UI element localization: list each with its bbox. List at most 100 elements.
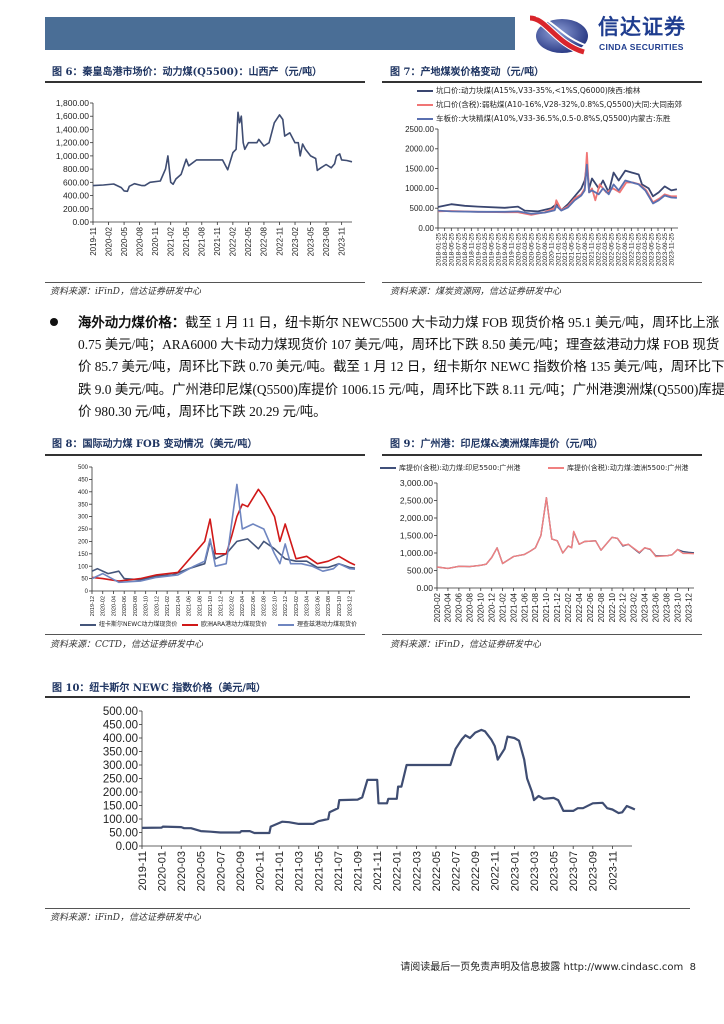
fig7-bottom-divider <box>382 282 702 283</box>
x-tick-label: 2021-04 <box>176 596 182 616</box>
x-tick-label: 2019-05-25 <box>489 233 496 267</box>
page-number: 8 <box>689 962 696 973</box>
x-tick-label: 2020-02 <box>104 226 113 256</box>
legend-label: 理查兹港动力煤现货价 <box>297 621 358 628</box>
overseas-coal-paragraph: 海外动力煤价格：截至 1 月 11 日，纽卡斯尔 NEWC5500 大卡动力煤 … <box>78 312 724 423</box>
y-tick-label: 150.00 <box>103 801 138 813</box>
fig7-series-3-line <box>437 163 677 215</box>
y-tick-label: 1500.00 <box>405 164 434 173</box>
x-tick-label: 2023-11-25 <box>669 233 676 266</box>
x-tick-label: 2021-12 <box>219 596 225 616</box>
x-tick-label: 2020-11 <box>254 851 266 891</box>
x-tick-label: 2020-07 <box>215 851 227 891</box>
x-tick-label: 2023-11 <box>607 851 619 891</box>
fig8-legend-item: 理查兹港动力煤现货价 <box>278 620 357 630</box>
x-tick-label: 2021-11 <box>372 851 384 891</box>
y-tick-label: 1,500.00 <box>400 530 433 540</box>
x-tick-label: 2023-05 <box>548 851 560 891</box>
paragraph-lead: 海外动力煤价格： <box>78 315 186 330</box>
x-tick-label: 2023-05-25 <box>649 233 656 267</box>
x-tick-label: 2020-01 <box>156 851 168 891</box>
paragraph-line: 截至 1 月 11 日，纽卡斯尔 NEWC5500 大卡动力煤 FOB 现货价格… <box>185 315 720 330</box>
x-tick-label: 2021-11-25 <box>589 233 596 266</box>
y-tick-label: 350 <box>78 502 89 508</box>
y-tick-label: 3,000.00 <box>400 478 433 488</box>
x-tick-label: 2023-10 <box>337 596 343 616</box>
x-tick-label: 2023-02 <box>294 596 300 616</box>
y-tick-label: 500 <box>78 465 89 471</box>
fig8-legend-item: 欧洲ARA港动力煤现货价 <box>182 620 267 630</box>
x-tick-label: 2021-08 <box>197 596 203 616</box>
y-tick-label: 450 <box>78 478 89 484</box>
x-tick-label: 2022-11-25 <box>629 233 636 266</box>
x-tick-label: 2020-10 <box>144 596 150 616</box>
x-tick-label: 2022-02 <box>564 592 573 622</box>
x-tick-label: 2021-05 <box>313 851 325 891</box>
fig10-divider <box>45 696 690 698</box>
y-tick-label: 200.00 <box>103 787 138 799</box>
x-tick-label: 2020-08 <box>135 226 144 256</box>
y-tick-label: 1,400.00 <box>56 124 89 134</box>
paragraph-line: 0.75 美元/吨；ARA6000 大卡动力煤现货价 107 美元/吨，周环比下… <box>78 337 720 353</box>
x-tick-label: 2020-02 <box>433 592 442 622</box>
x-tick-label: 2022-08 <box>597 592 606 622</box>
x-tick-label: 2021-01-25 <box>555 233 562 267</box>
paragraph-line: 价 85.7 美元/吨，周环比下跌 0.70 美元/吨。截至 1 月 12 日，… <box>78 359 724 375</box>
x-tick-label: 2020-01-25 <box>515 233 522 267</box>
y-tick-label: 1000.00 <box>405 184 434 193</box>
legend-swatch <box>417 103 433 107</box>
x-tick-label: 2020-07-25 <box>535 233 542 267</box>
x-tick-label: 2020-12 <box>487 592 496 622</box>
y-tick-label: 300.00 <box>103 760 138 772</box>
x-tick-label: 2021-02 <box>165 596 171 616</box>
x-tick-label: 2023-09-25 <box>662 233 669 267</box>
fig9-legend-item: 库提价(含税):动力煤:澳洲5500:广州港 <box>548 463 688 473</box>
x-tick-label: 2021-02 <box>167 226 176 256</box>
y-tick-label: 600.00 <box>63 177 89 187</box>
footer-disclaimer-link[interactable]: 请阅读最后一页免责声明及信息披露 http://www.cindasc.com <box>400 962 684 973</box>
x-tick-label: 2020-05-25 <box>529 233 536 267</box>
x-tick-label: 2023-03-25 <box>642 233 649 267</box>
fig6-series-1-line <box>92 111 353 193</box>
fig7-divider <box>382 81 702 83</box>
y-tick-label: 0.00 <box>416 583 433 593</box>
legend-label: 库提价(含税):动力煤:印尼5500:广州港 <box>399 464 521 472</box>
x-tick-label: 2022-09 <box>470 851 482 891</box>
legend-swatch <box>548 466 564 470</box>
x-tick-label: 2023-08 <box>662 592 671 622</box>
x-tick-label: 2023-07-25 <box>655 233 662 267</box>
y-tick-label: 0.00 <box>72 217 89 227</box>
x-tick-label: 2022-06 <box>251 596 257 616</box>
x-tick-label: 2018-11-25 <box>469 233 476 266</box>
fig7-series-1-line <box>437 163 678 213</box>
x-tick-label: 2021-10 <box>208 596 214 616</box>
x-tick-label: 2018-09-25 <box>462 233 469 267</box>
y-tick-label: 0.00 <box>418 224 434 233</box>
y-tick-label: 100 <box>78 564 89 570</box>
fig8-title: 图 8：国际动力煤 FOB 变动情况（美元/吨） <box>52 439 258 450</box>
x-tick-label: 2021-06 <box>520 592 529 622</box>
y-tick-label: 0 <box>85 589 89 595</box>
x-tick-label: 2023-01-25 <box>635 233 642 267</box>
y-tick-label: 100.00 <box>103 814 138 826</box>
legend-label: 坑口价:动力块煤(A15%,V33-35%,<1%S,Q6000)陕西:榆林 <box>436 86 641 95</box>
y-tick-label: 1,600.00 <box>56 111 89 121</box>
x-tick-label: 2022-04 <box>240 596 246 616</box>
x-tick-label: 2022-12 <box>283 596 289 616</box>
x-tick-label: 2023-10 <box>673 592 682 622</box>
y-tick-label: 300 <box>78 515 89 521</box>
y-tick-label: 1,800.00 <box>56 98 89 108</box>
x-tick-label: 2021-01 <box>274 851 286 891</box>
x-tick-label: 2020-09 <box>235 851 247 891</box>
x-tick-label: 2020-09-25 <box>542 233 549 267</box>
x-tick-label: 2022-11 <box>490 851 502 891</box>
fig9-divider <box>382 454 702 456</box>
fig7-legend-item: 车板价:大块精煤(A10%,V33-36.5%,0.5-0.8%S,Q5500)… <box>417 114 671 124</box>
x-tick-label: 2018-01-25 <box>435 233 442 267</box>
x-tick-label: 2020-06 <box>455 592 464 622</box>
x-tick-label: 2019-09-25 <box>502 233 509 267</box>
cinda-logo-icon <box>529 14 589 56</box>
x-tick-label: 2022-07-25 <box>615 233 622 267</box>
x-tick-label: 2022-01-25 <box>595 233 602 267</box>
header-band <box>45 17 515 50</box>
